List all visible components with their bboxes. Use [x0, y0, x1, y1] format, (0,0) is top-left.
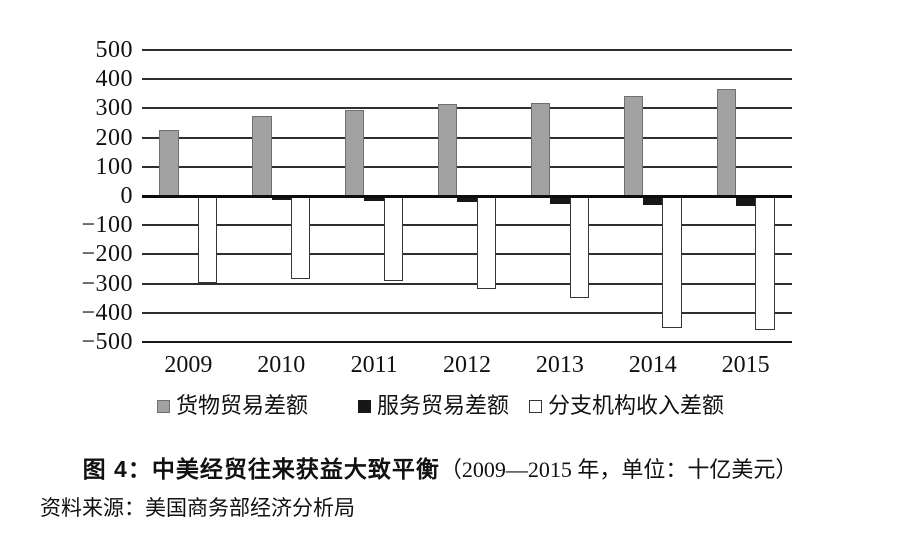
- x-tick-2010: 2010: [257, 352, 306, 378]
- grid-line-500: [142, 49, 792, 51]
- bar-branch_income_balance-2014: [662, 196, 682, 328]
- grid-line--100: [142, 224, 792, 227]
- bar-branch_income_balance-2009: [198, 196, 218, 283]
- x-tick-2009: 2009: [164, 352, 213, 378]
- bar-branch_income_balance-2010: [290, 196, 311, 279]
- grid-line--400: [142, 311, 792, 314]
- legend: 货物贸易差额 服务贸易差额 分支机构收入差额: [157, 394, 724, 418]
- x-tick-2015: 2015: [721, 352, 770, 378]
- grid-line-400: [142, 78, 792, 81]
- x-tick-2011: 2011: [350, 352, 398, 378]
- legend-swatch-branch_income_balance-icon: [529, 399, 543, 413]
- bar-goods_trade_balance-2009: [159, 129, 179, 196]
- legend-item-services_trade_balance: 服务贸易差额: [358, 394, 509, 418]
- grid-line-200: [142, 136, 792, 139]
- legend-label-branch_income_balance: 分支机构收入差额: [548, 393, 725, 418]
- grid-line--300: [142, 282, 792, 285]
- x-tick-2014: 2014: [628, 352, 677, 378]
- figure-title-suffix: （2009—2015 年，单位：十亿美元）: [439, 457, 798, 482]
- bar-branch_income_balance-2015: [755, 196, 775, 330]
- x-tick-2013: 2013: [535, 352, 584, 378]
- legend-label-services_trade_balance: 服务贸易差额: [377, 393, 510, 418]
- source-note: 资料来源：美国商务部经济分析局: [40, 496, 355, 520]
- bar-goods_trade_balance-2013: [530, 102, 551, 196]
- grid-line--500: [142, 341, 792, 343]
- figure-title: 图 4：中美经贸往来获益大致平衡: [82, 456, 440, 482]
- bar-goods_trade_balance-2015: [716, 88, 736, 196]
- bar-goods_trade_balance-2011: [345, 109, 365, 196]
- bar-branch_income_balance-2011: [383, 196, 404, 281]
- grid-line--200: [142, 253, 792, 256]
- y-tick--100: −100: [81, 212, 133, 239]
- y-tick--300: −300: [81, 270, 133, 297]
- plot-area: [142, 49, 792, 343]
- figure-caption: 图 4：中美经贸往来获益大致平衡（2009—2015 年，单位：十亿美元）: [0, 450, 880, 484]
- legend-item-goods_trade_balance: 货物贸易差额: [157, 394, 308, 418]
- legend-swatch-goods_trade_balance-icon: [157, 399, 170, 413]
- legend-item-branch_income_balance: 分支机构收入差额: [529, 394, 724, 418]
- x-tick-2012: 2012: [442, 352, 491, 378]
- y-tick-0: 0: [120, 183, 133, 209]
- grid-line-0: [142, 194, 792, 198]
- y-tick-500: 500: [95, 37, 133, 63]
- grid-line-300: [142, 107, 792, 110]
- y-tick--500: −500: [81, 329, 133, 355]
- legend-label-goods_trade_balance: 货物贸易差额: [176, 393, 309, 418]
- y-tick-200: 200: [95, 124, 133, 151]
- bar-goods_trade_balance-2010: [252, 116, 272, 196]
- y-tick--400: −400: [81, 299, 133, 326]
- bar-branch_income_balance-2013: [569, 196, 589, 299]
- grid-line-100: [142, 165, 792, 168]
- legend-swatch-services_trade_balance-icon: [358, 399, 372, 413]
- bar-goods_trade_balance-2014: [623, 95, 644, 196]
- bar-branch_income_balance-2012: [476, 196, 496, 289]
- bar-goods_trade_balance-2012: [438, 104, 458, 196]
- y-tick-300: 300: [95, 95, 133, 122]
- y-tick-100: 100: [95, 153, 133, 180]
- y-tick-400: 400: [95, 66, 133, 93]
- y-tick--200: −200: [81, 241, 133, 268]
